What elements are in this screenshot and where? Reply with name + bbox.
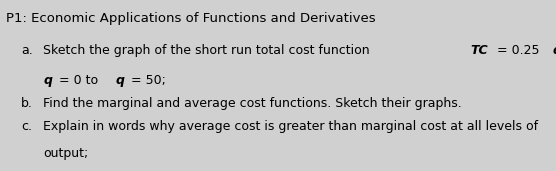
Text: Sketch the graph of the short run total cost function: Sketch the graph of the short run total … [43,44,374,57]
Text: Explain in words why average cost is greater than marginal cost at all levels of: Explain in words why average cost is gre… [43,120,539,133]
Text: b.: b. [21,97,33,110]
Text: = 0 to: = 0 to [55,74,102,87]
Text: = 50;: = 50; [127,74,166,87]
Text: TC: TC [470,44,488,57]
Text: output;: output; [43,147,88,160]
Text: q: q [116,74,125,87]
Text: q: q [43,74,52,87]
Text: Find the marginal and average cost functions. Sketch their graphs.: Find the marginal and average cost funct… [43,97,462,110]
Text: = 0.25: = 0.25 [493,44,539,57]
Text: c.: c. [21,120,32,133]
Text: a.: a. [21,44,33,57]
Text: P1: Economic Applications of Functions and Derivatives: P1: Economic Applications of Functions a… [6,12,375,25]
Text: q: q [553,44,556,57]
